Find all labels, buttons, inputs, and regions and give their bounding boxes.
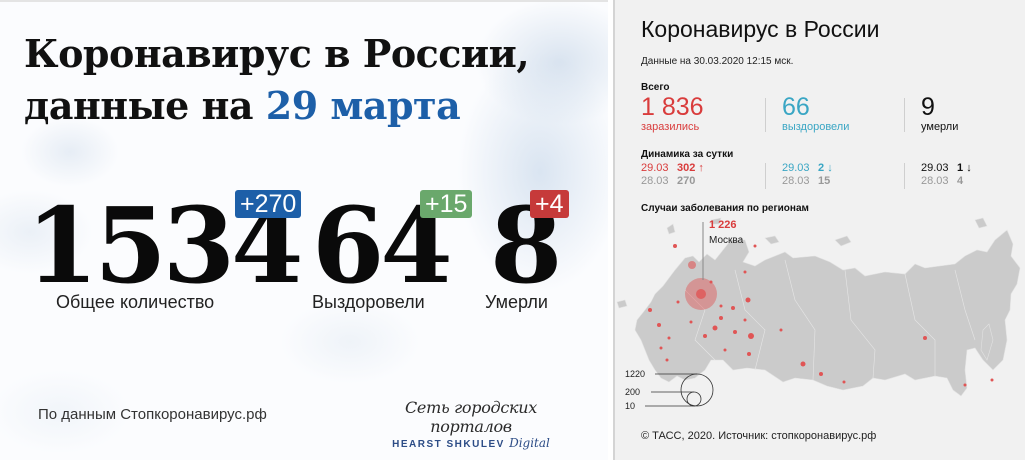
data-timestamp: Данные на 30.03.2020 12:15 мск. [641,56,794,67]
date: 28.03 [782,175,810,187]
logo-brand-suffix: Digital [509,436,550,450]
arrow-up-icon: ↑ [698,162,704,174]
panel-divider [613,0,615,460]
value: 4 [957,175,964,187]
stat-deaths-delta-badge: +4 [530,190,569,218]
dynamics-infected: 29.03 302 ↑ 28.03 270 [641,162,704,188]
moscow-callout: 1 226 Москва [702,219,744,280]
total-deaths: 9 умерли [921,94,958,133]
region-case-dots [648,244,994,387]
stat-recovered-label: Выздоровели [312,292,425,312]
total-infected-value: 1 836 [641,93,704,121]
headline: Коронавирус в России, данные на 29 марта [24,28,530,132]
stat-recovered-delta-badge: +15 [420,190,473,218]
data-source-text: По данным Стопкоронавирус.рф [38,406,267,423]
dynamics-deaths: 29.03 1 ↓ 28.03 4 [921,162,972,188]
russia-landmass [616,217,1021,397]
date: 29.03 [641,162,669,174]
map-label: Случаи заболевания по регионам [641,203,809,214]
headline-line-1: Коронавирус в России, [24,31,530,76]
bubble-size-legend: 1220 200 10 [625,369,714,411]
dynamics-recovered: 29.03 2 ↓ 28.03 15 [782,162,833,188]
total-recovered: 66 выздоровели [782,94,849,133]
total-deaths-value: 9 [921,93,935,121]
copyright-source: © ТАСС, 2020. Источник: стопкоронавирус.… [641,430,877,442]
stat-recovered: 64 +15 Выздоровели [312,190,473,312]
dynamics-previous-row: 28.03 270 [641,175,704,188]
arrow-down-icon: ↓ [966,162,972,174]
headline-prefix: данные на [24,83,266,128]
dynamics-previous-row: 28.03 15 [782,175,833,188]
logo-script-text: Сеть городских порталов [404,398,538,436]
moscow-case-count: 1 226 [709,219,737,231]
date: 28.03 [921,175,949,187]
total-recovered-label: выздоровели [782,121,850,133]
dynamics-current-row: 29.03 2 ↓ [782,162,833,175]
date: 29.03 [782,162,810,174]
value: 15 [818,175,831,187]
right-title: Коронавирус в России [641,16,880,42]
publisher-logo: Сеть городских порталов HEARST SHKULEV D… [365,398,577,450]
value: 302 [677,162,696,174]
total-recovered-value: 66 [782,93,810,121]
value: 270 [677,175,696,187]
stat-total: 1534 +270 Общее количество [26,190,303,312]
headline-date: 29 марта [265,83,461,128]
dynamics-current-row: 29.03 302 ↑ [641,162,704,175]
moscow-label: Москва [709,235,744,246]
region-borders [684,259,976,381]
column-separator [904,98,905,132]
total-infected: 1 836 заразились [641,94,704,133]
infographic-left-panel: Коронавирус в России, данные на 29 марта… [0,0,608,460]
logo-brand-name: HEARST SHKULEV [392,439,505,450]
legend-1220: 1220 [625,369,645,379]
column-separator [765,98,766,132]
headline-line-2: данные на 29 марта [24,80,529,132]
dynamics-current-row: 29.03 1 ↓ [921,162,972,175]
date: 29.03 [921,162,949,174]
infographic-right-panel: Коронавирус в России Данные на 30.03.202… [615,0,1025,460]
stat-deaths-label: Умерли [485,292,548,312]
dynamics-previous-row: 28.03 4 [921,175,972,188]
totals-label: Всего [641,82,670,93]
column-separator [904,163,905,189]
column-separator [765,163,766,189]
arrow-down-icon: ↓ [827,162,833,174]
stat-total-delta-badge: +270 [235,190,302,218]
logo-brand: HEARST SHKULEV Digital [365,436,577,450]
value: 1 [957,162,964,174]
russia-cases-map: 1 226 Москва 1220 200 10 [616,217,1021,411]
date: 28.03 [641,175,669,187]
stat-deaths: 8 +4 Умерли [485,190,569,312]
stat-total-label: Общее количество [56,292,215,312]
total-deaths-label: умерли [921,121,959,133]
legend-10: 10 [625,401,635,411]
dynamics-label: Динамика за сутки [641,149,734,160]
value: 2 [818,162,825,174]
legend-200: 200 [625,387,640,397]
total-infected-label: заразились [641,121,700,133]
